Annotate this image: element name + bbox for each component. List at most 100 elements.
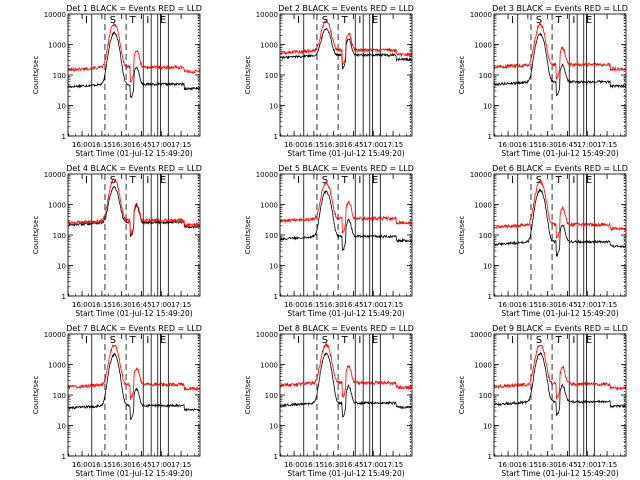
y-tick-label: 10 (269, 263, 278, 271)
x-tick-label: 17:15 (383, 301, 403, 309)
y-tick-label: 100 (265, 232, 278, 240)
interval-marker: T (129, 175, 137, 186)
y-tick-label: 1 (62, 293, 66, 301)
y-tick-label: 100 (479, 232, 492, 240)
x-tick-label: 16:45 (343, 461, 363, 469)
plot-frame (279, 13, 413, 137)
y-tick-label: 1 (488, 133, 492, 141)
x-tick-label: 16:30 (538, 141, 558, 149)
x-axis-label: Start Time (01-Jul-12 15:49:20) (75, 149, 192, 158)
y-tick-label: 1 (274, 293, 278, 301)
y-tick-label: 100 (479, 392, 492, 400)
x-tick-label: 17:15 (597, 141, 617, 149)
x-tick-label: 16:15 (518, 141, 538, 149)
y-axis-label: Counts/sec (458, 216, 466, 255)
y-tick-label: 1000 (474, 362, 492, 370)
interval-marker: I (297, 335, 300, 346)
y-tick-label: 1000 (260, 202, 278, 210)
x-tick-label: 16:00 (72, 141, 92, 149)
interval-marker: T (555, 15, 563, 26)
x-tick-label: 16:45 (131, 461, 151, 469)
y-tick-label: 10000 (256, 331, 278, 339)
x-tick-label: 17:15 (171, 461, 191, 469)
interval-marker: I (358, 175, 361, 186)
lld-series-line (67, 177, 200, 237)
interval-marker: I (572, 15, 575, 26)
interval-marker: I (146, 175, 149, 186)
x-tick-label: 16:15 (92, 301, 112, 309)
y-axis-label: Counts/sec (244, 56, 252, 95)
y-axis-label: Counts/sec (244, 376, 252, 415)
y-axis-label: Counts/sec (32, 376, 40, 415)
y-tick-label: 10 (483, 423, 492, 431)
y-tick-label: 10 (269, 103, 278, 111)
x-tick-label: 17:00 (577, 141, 597, 149)
x-tick-label: 16:30 (324, 141, 344, 149)
interval-marker: E (372, 335, 378, 346)
y-tick-label: 1000 (474, 202, 492, 210)
interval-marker: T (341, 175, 349, 186)
y-tick-label: 10000 (44, 11, 66, 19)
x-tick-label: 16:00 (72, 461, 92, 469)
lld-series-line (493, 22, 626, 80)
panel-title: Det 8 BLACK = Events RED = LLD (278, 324, 414, 333)
x-tick-label: 16:30 (538, 301, 558, 309)
y-tick-label: 10 (57, 103, 66, 111)
lld-series-line (493, 344, 627, 400)
panel-title: Det 9 BLACK = Events RED = LLD (492, 324, 628, 333)
interval-marker: T (129, 15, 137, 26)
x-tick-label: 16:30 (112, 141, 132, 149)
interval-marker: I (511, 335, 514, 346)
x-tick-label: 17:00 (577, 301, 597, 309)
panel-title: Det 7 BLACK = Events RED = LLD (66, 324, 202, 333)
interval-marker: I (358, 335, 361, 346)
x-tick-label: 16:30 (324, 301, 344, 309)
interval-marker: I (572, 175, 575, 186)
y-tick-label: 10 (483, 103, 492, 111)
x-tick-label: 17:00 (151, 301, 171, 309)
y-tick-label: 1 (274, 133, 278, 141)
interval-marker: I (297, 175, 300, 186)
x-axis-label: Start Time (01-Jul-12 15:49:20) (287, 309, 404, 318)
x-axis-label: Start Time (01-Jul-12 15:49:20) (75, 309, 192, 318)
interval-marker: I (297, 15, 300, 26)
interval-marker: E (160, 335, 166, 346)
x-tick-label: 17:15 (383, 141, 403, 149)
x-axis-label: Start Time (01-Jul-12 15:49:20) (501, 309, 618, 318)
events-series-line (67, 30, 201, 98)
interval-marker: S (536, 175, 542, 186)
x-tick-label: 16:00 (498, 301, 518, 309)
panel-title: Det 3 BLACK = Events RED = LLD (492, 4, 628, 13)
y-tick-label: 10000 (470, 331, 492, 339)
interval-marker: S (110, 335, 116, 346)
events-series-line (493, 32, 627, 97)
x-tick-label: 16:30 (112, 301, 132, 309)
x-tick-label: 16:00 (284, 461, 304, 469)
x-tick-label: 17:00 (151, 141, 171, 149)
x-tick-label: 16:00 (284, 141, 304, 149)
x-tick-label: 16:15 (304, 461, 324, 469)
interval-marker: I (572, 335, 575, 346)
y-tick-label: 1 (62, 133, 66, 141)
x-axis-label: Start Time (01-Jul-12 15:49:20) (501, 469, 618, 478)
x-tick-label: 17:15 (171, 301, 191, 309)
y-tick-label: 1000 (48, 362, 66, 370)
panel-title: Det 5 BLACK = Events RED = LLD (278, 164, 414, 173)
events-series-line (67, 352, 201, 421)
y-tick-label: 1000 (48, 42, 66, 50)
y-tick-label: 1 (62, 453, 66, 461)
interval-marker: E (372, 15, 378, 26)
panel-title: Det 6 BLACK = Events RED = LLD (492, 164, 628, 173)
interval-marker: I (85, 175, 88, 186)
interval-marker: E (160, 15, 166, 26)
x-tick-label: 16:45 (131, 141, 151, 149)
x-tick-label: 16:15 (304, 301, 324, 309)
y-tick-label: 10000 (470, 11, 492, 19)
